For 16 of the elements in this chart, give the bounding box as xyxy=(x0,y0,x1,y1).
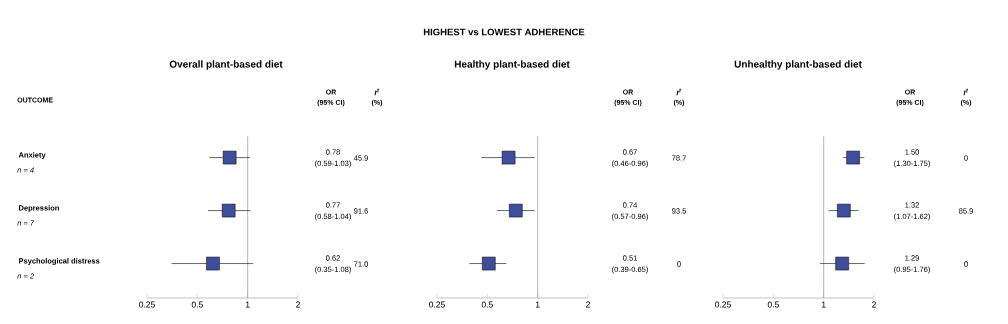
x-tick-label: 2 xyxy=(586,301,590,308)
x-tick-label: 0.5 xyxy=(191,301,203,308)
x-tick-label: 0.5 xyxy=(767,301,779,308)
x-tick-label: 0.25 xyxy=(429,301,445,308)
chart-title: HIGHEST vs LOWEST ADHERENCE xyxy=(423,28,585,36)
x-tick-label: 2 xyxy=(872,301,876,308)
x-tick-label: 1 xyxy=(821,301,826,308)
x-tick-label: 1 xyxy=(245,301,250,308)
chart-title: Overall plant-based diet xyxy=(169,60,283,70)
chart-title: Unhealthy plant-based diet xyxy=(734,60,862,70)
chart-subtitle: Healthy plant-based diet xyxy=(454,60,570,70)
x-tick-label: 1 xyxy=(535,301,540,308)
x-tick-label: 0.25 xyxy=(139,301,155,308)
x-tick-label: 0.25 xyxy=(715,301,731,308)
x-tick-label: 0.5 xyxy=(481,301,493,308)
x-tick-label: 2 xyxy=(296,301,300,308)
